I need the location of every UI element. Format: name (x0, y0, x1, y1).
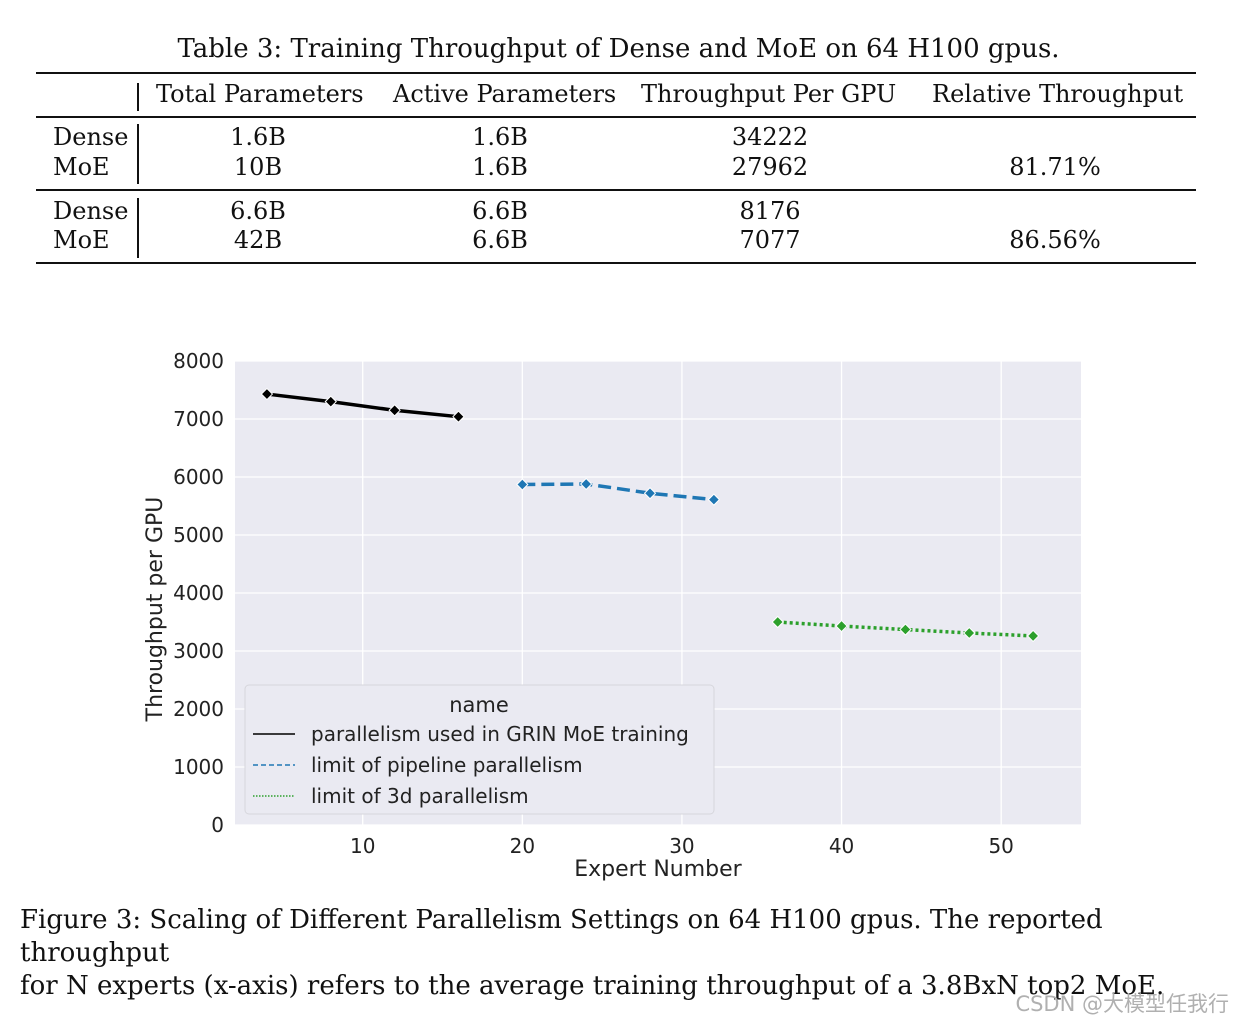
y-tick-label: 3000 (173, 639, 224, 663)
legend-title: name (449, 693, 509, 717)
x-tick-label: 10 (350, 834, 375, 858)
x-tick-label: 40 (829, 834, 854, 858)
series-2-point (516, 478, 529, 491)
series-1-point (260, 387, 274, 401)
series-3-point (835, 619, 848, 633)
y-tick-label: 7000 (173, 407, 224, 431)
legend-entry-3: limit of 3d parallelism (311, 784, 529, 808)
throughput-line-chart: 0 1000 2000 3000 4000 5000 6000 7000 8000 10 20 30 4… (143, 349, 1081, 882)
table-row-model: Dense (53, 123, 129, 151)
figure-caption-line-1: Figure 3: Scaling of Different Paralleli… (20, 905, 1103, 968)
table-row-throughput: 34222 (731, 123, 809, 151)
table-top-rule (36, 72, 1196, 74)
y-tick-label: 8000 (173, 349, 224, 373)
table-row-total: 6.6B (230, 197, 286, 225)
table-row-total: 42B (233, 226, 283, 254)
table-group1-divider (137, 124, 139, 184)
series-1-point (388, 404, 401, 417)
table-row-active: 1.6B (472, 123, 528, 151)
series-3-point (1026, 629, 1040, 643)
table-row-active: 6.6B (472, 226, 528, 254)
table-header-throughput: Throughput Per GPU (641, 80, 897, 108)
series-2-point (579, 477, 593, 491)
y-tick-label: 2000 (173, 697, 224, 721)
table-row-relative: 86.56% (1009, 226, 1101, 254)
series-line-2 (522, 482, 715, 502)
y-axis-label: Throughput per GPU (143, 497, 168, 723)
table-row-relative: 81.71% (1009, 153, 1101, 181)
table-caption: Table 3: Training Throughput of Dense an… (177, 34, 1060, 64)
figure-caption: Figure 3: Scaling of Different Paralleli… (20, 904, 1220, 1003)
figure-caption-line-2: for N experts (x-axis) refers to the ave… (20, 971, 1165, 1001)
table-header-divider (137, 83, 139, 111)
x-tick-label: 50 (988, 834, 1013, 858)
y-tick-label: 0 (211, 813, 224, 837)
table-row-model: MoE (53, 226, 110, 254)
table-group-rule (36, 189, 1196, 191)
table-header-rule (36, 116, 1196, 118)
table-row-throughput: 27962 (731, 153, 809, 181)
series-3-point (771, 615, 784, 629)
series-1-point (324, 395, 337, 408)
table-group2-divider (137, 198, 139, 258)
table-row-throughput: 7077 (739, 226, 801, 254)
legend-entry-1: parallelism used in GRIN MoE training (311, 722, 689, 746)
series-line-1 (266, 392, 459, 419)
table-header-active-params: Active Parameters (393, 80, 617, 108)
x-tick-label: 20 (510, 834, 535, 858)
y-tick-label: 6000 (173, 465, 224, 489)
table-row-active: 6.6B (472, 197, 528, 225)
series-2-point (707, 493, 721, 506)
table-header-total-params: Total Parameters (156, 80, 364, 108)
x-axis-label: Expert Number (574, 857, 742, 882)
table-row-model: MoE (53, 153, 110, 181)
x-tick-label: 30 (669, 834, 694, 858)
table-bottom-rule (36, 262, 1196, 264)
table-row-active: 1.6B (472, 153, 528, 181)
y-tick-label: 4000 (173, 581, 224, 605)
legend-box (244, 684, 715, 815)
y-tick-label: 5000 (173, 523, 224, 547)
table-row-model: Dense (53, 197, 129, 225)
series-1-point (452, 410, 465, 423)
series-3-point (963, 626, 976, 640)
table-row-total: 1.6B (230, 123, 286, 151)
watermark: CSDN @大模型任我行 (1015, 992, 1229, 1016)
y-tick-label: 1000 (173, 755, 224, 779)
series-2-point (643, 487, 657, 500)
legend-entry-2: limit of pipeline parallelism (311, 753, 583, 777)
table-row-throughput: 8176 (739, 197, 801, 225)
table-row-total: 10B (233, 153, 283, 181)
series-3-point (899, 623, 912, 636)
table-header-relative: Relative Throughput (932, 80, 1184, 108)
